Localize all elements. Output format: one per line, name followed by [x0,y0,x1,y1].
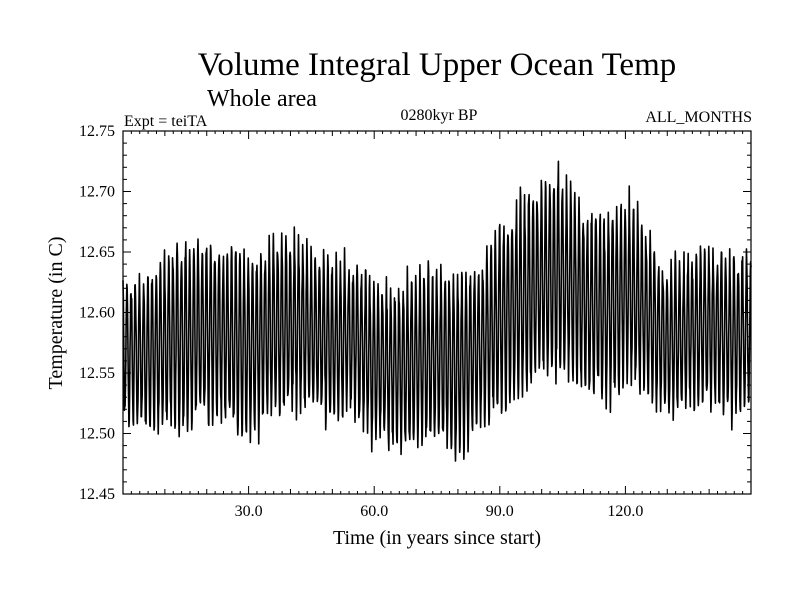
months-label: ALL_MONTHS [645,109,752,126]
y-tick-label: 12.55 [79,365,115,382]
temperature-series-line [122,160,752,462]
y-tick-label: 12.65 [79,244,115,261]
period-label: 0280kyr BP [401,107,478,124]
x-tick-label: 60.0 [360,503,388,520]
data-series-group [122,160,752,462]
experiment-label: Expt = teiTA [124,113,208,130]
y-tick-label: 12.60 [79,305,115,322]
chart-subtitle: Whole area [207,86,317,112]
x-axis: 30.0 60.0 90.0 120.0 [130,131,744,520]
y-tick-label: 12.45 [79,486,115,503]
chart-title: Volume Integral Upper Ocean Temp [198,47,676,83]
y-axis-label: Temperature (in C) [45,237,67,390]
x-tick-label: 120.0 [607,503,643,520]
y-axis: 12.45 12.50 12.55 12.60 12.65 12.70 12.75 [79,123,751,503]
y-tick-label: 12.75 [79,123,115,140]
x-axis-label: Time (in years since start) [333,527,541,549]
y-tick-label: 12.70 [79,184,115,201]
x-tick-label: 90.0 [486,503,514,520]
y-tick-label: 12.50 [79,426,115,443]
x-tick-label: 30.0 [235,503,263,520]
